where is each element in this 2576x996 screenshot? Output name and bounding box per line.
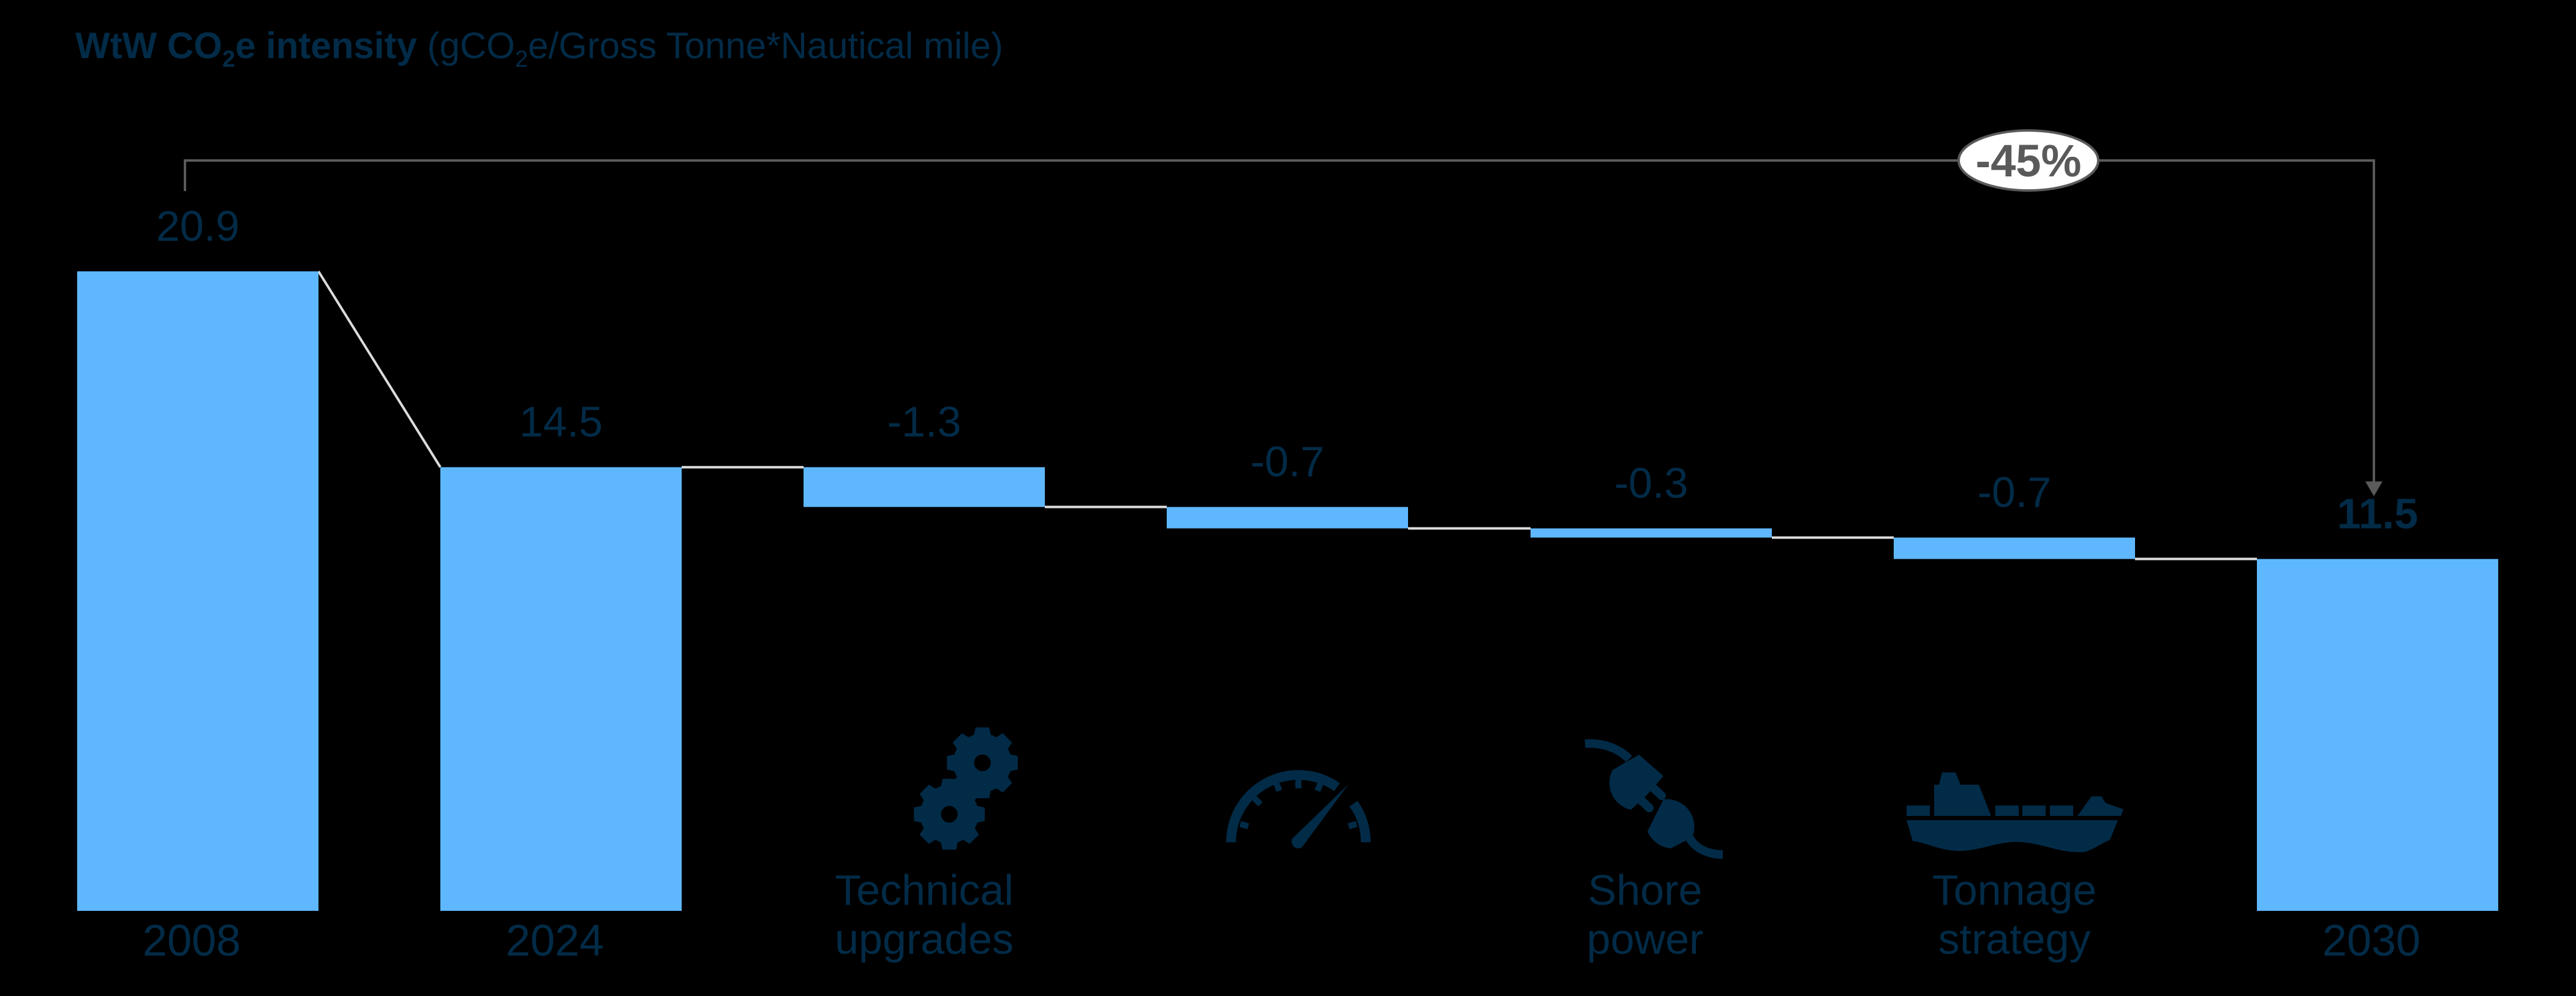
speedometer-icon <box>1226 770 1371 848</box>
bar-tonnage <box>1894 537 2135 559</box>
bar-technical <box>804 467 1045 507</box>
title-unit-suffix: e/Gross Tonne*Nautical mile) <box>528 25 1003 66</box>
reduction-badge-label: -45% <box>1976 135 2082 186</box>
title-bold-prefix: WtW CO <box>75 25 222 66</box>
speedometer-needle <box>1291 784 1349 848</box>
plug-prong-1 <box>1648 783 1666 800</box>
connector-line <box>317 270 442 468</box>
category-label-shore-line2: power <box>1587 915 1704 963</box>
bar-y2030 <box>2257 559 2498 911</box>
plug-cable-top <box>1584 739 1632 763</box>
ship-bridge <box>1934 772 1991 816</box>
waterfall-bars <box>77 271 2498 911</box>
value-label-y2030: 11.5 <box>2337 490 2418 538</box>
ship-icon <box>1907 772 2123 853</box>
bar-shore <box>1531 528 1772 538</box>
lever-icons <box>914 727 2123 859</box>
gears-icon <box>914 727 1018 850</box>
category-label-y2024: 2024 <box>506 916 604 965</box>
speedometer-arc <box>1226 770 1340 843</box>
value-label-speed: -0.7 <box>1251 438 1325 486</box>
plug-prong-2 <box>1636 795 1654 812</box>
value-label-y2024: 14.5 <box>519 398 603 446</box>
bracket-line <box>184 159 2375 484</box>
category-label-technical-line2: upgrades <box>835 915 1014 963</box>
title-bold-suffix: e intensity <box>235 25 417 66</box>
bar-speed <box>1167 507 1408 529</box>
value-label-tonnage: -0.7 <box>1978 469 2052 516</box>
reduction-badge <box>1957 129 2100 192</box>
category-label-shore-line1: Shore <box>1588 866 1703 914</box>
chart-title: WtW CO2e intensity (gCO2e/Gross Tonne*Na… <box>75 25 1003 72</box>
category-label-y2030: 2030 <box>2322 916 2420 965</box>
title-unit-subscript: 2 <box>515 47 528 72</box>
value-labels: 20.9 14.5 -1.3 -0.7 -0.3 -0.7 11.5 <box>156 202 2418 538</box>
ship-container-4 <box>2050 805 2073 816</box>
plug-icon <box>1584 739 1723 859</box>
value-label-shore: -0.3 <box>1614 459 1689 507</box>
reduction-bracket: -45% <box>184 129 2382 496</box>
ship-container-3 <box>2022 805 2046 816</box>
speedometer-ticks <box>1239 780 1358 829</box>
category-label-tonnage-line2: strategy <box>1938 915 2091 963</box>
bar-y2024 <box>440 467 682 911</box>
plug-cable-bottom <box>1685 835 1723 859</box>
ship-container-2 <box>1995 805 2019 816</box>
ship-hull <box>1907 820 2118 853</box>
ship-bow <box>2077 796 2123 816</box>
speedometer-arc-right <box>1349 801 1371 843</box>
title-bold-subscript: 2 <box>222 47 235 72</box>
waterfall-connectors <box>317 270 2257 560</box>
ship-container-1 <box>1907 805 1930 816</box>
gear-small-shape <box>914 779 985 850</box>
bar-y2008 <box>77 271 318 911</box>
category-label-y2008: 2008 <box>143 916 241 965</box>
value-label-y2008: 20.9 <box>156 202 239 250</box>
bracket-arrow-icon <box>2365 481 2382 496</box>
plug-head <box>1609 755 1663 810</box>
gear-large-shape <box>947 727 1018 799</box>
category-label-technical-line1: Technical <box>835 866 1014 914</box>
socket-head <box>1648 799 1695 848</box>
category-label-tonnage-line1: Tonnage <box>1932 866 2097 914</box>
title-unit-prefix: (gCO <box>417 25 515 66</box>
value-label-technical: -1.3 <box>887 398 962 446</box>
